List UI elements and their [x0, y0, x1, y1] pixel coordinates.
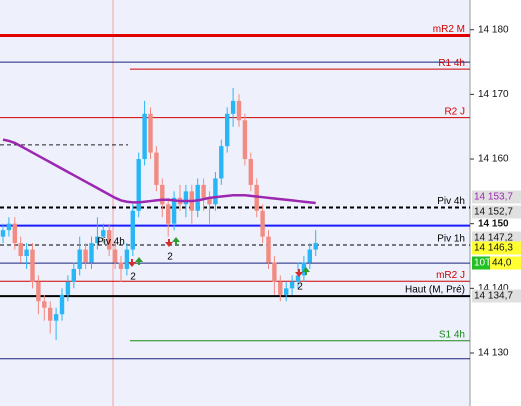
- level-label: mR2 M: [433, 24, 465, 35]
- candle-body: [77, 249, 82, 269]
- signal-label: 2: [130, 272, 136, 283]
- level-label: Haut (M, Pré): [405, 285, 465, 296]
- candle-body: [30, 249, 35, 282]
- candle-body: [124, 249, 130, 269]
- candle-body: [53, 314, 59, 321]
- candle-body: [242, 120, 248, 160]
- y-tick-label: 14 140: [478, 283, 509, 294]
- candle-body: [71, 268, 76, 282]
- candle-body: [207, 197, 212, 205]
- candle-body: [171, 197, 177, 224]
- candle-body: [107, 230, 112, 250]
- candle-body: [160, 184, 165, 205]
- y-tick-label: 14 130: [478, 348, 509, 359]
- candle-body: [83, 249, 88, 263]
- price-box-label: 14 147,2: [474, 233, 513, 244]
- candle-body: [154, 152, 159, 185]
- candle-body: [236, 100, 242, 121]
- candle-body: [136, 159, 141, 211]
- annotation: Piv 4h: [97, 237, 125, 248]
- candle-body: [225, 113, 230, 147]
- price-box-label: 14 152,7: [474, 207, 513, 218]
- candle-body: [266, 236, 271, 263]
- candle-body: [95, 236, 100, 244]
- price-box: [472, 205, 521, 219]
- candle-body: [142, 113, 147, 160]
- signal-arrow-down: [295, 269, 303, 277]
- price-box: [472, 256, 490, 270]
- candle-body: [18, 243, 23, 257]
- signal-arrow-up: [172, 237, 180, 245]
- candle-body: [65, 281, 71, 295]
- signal-arrow-down: [165, 239, 173, 247]
- candle-body: [272, 262, 277, 282]
- candle-body: [260, 210, 265, 237]
- candle-body: [183, 191, 189, 205]
- signal-arrow-up: [302, 267, 310, 275]
- candle-body: [201, 184, 206, 198]
- candle-body: [166, 204, 171, 224]
- candle-body: [112, 249, 118, 263]
- candle-body: [289, 281, 295, 289]
- candle-body: [130, 210, 135, 250]
- price-box-label: 10T: [474, 258, 491, 269]
- candle-body: [195, 184, 200, 211]
- price-box: [472, 231, 521, 245]
- candle-body: [36, 281, 41, 302]
- signal-label: 2: [167, 252, 173, 263]
- price-box-label: 14 146,3: [474, 243, 513, 254]
- candle-body: [6, 223, 12, 231]
- candle-body: [313, 243, 318, 250]
- candle-body: [254, 184, 259, 211]
- candle-body: [284, 288, 289, 295]
- price-box: [490, 256, 521, 270]
- price-box: [472, 241, 521, 255]
- price-box-label: 14 153,7: [474, 192, 513, 203]
- price-box-label: 14 134,7: [474, 291, 513, 302]
- plot-area: [0, 0, 470, 406]
- level-label: S1 4h: [439, 329, 465, 340]
- y-tick-label: 14 150: [478, 218, 509, 229]
- candle-body: [12, 223, 17, 244]
- candle-body: [307, 249, 312, 263]
- candle-body: [219, 146, 224, 179]
- candle-body: [24, 249, 29, 257]
- candle-body: [148, 113, 153, 153]
- candle-body: [295, 275, 301, 282]
- price-box-label: 44,0: [492, 258, 512, 269]
- moving-average: [2, 138, 316, 205]
- candle-body: [59, 294, 65, 315]
- level-label: Piv 1h: [437, 234, 465, 245]
- y-tick-label: 14 170: [478, 89, 509, 100]
- candle-body: [0, 230, 6, 237]
- level-label: mR2 J: [436, 270, 465, 281]
- price-box: [472, 289, 521, 303]
- candle-body: [48, 307, 53, 321]
- level-label: R2 J: [444, 106, 465, 117]
- candle-body: [42, 301, 47, 308]
- y-tick-label: 14 180: [478, 24, 509, 35]
- candle-body: [230, 100, 236, 114]
- price-box: [472, 190, 521, 204]
- signal-arrow-down: [128, 259, 136, 267]
- signal-arrow-up: [135, 257, 143, 265]
- level-label: R1 4h: [438, 58, 465, 69]
- candle-body: [118, 262, 124, 269]
- candle-body: [301, 262, 307, 276]
- y-tick-label: 14 160: [478, 154, 509, 165]
- level-label: Piv 4h: [437, 196, 465, 207]
- signal-label: 2: [297, 282, 303, 293]
- candle-body: [101, 230, 106, 237]
- candle-body: [89, 243, 94, 263]
- candle-body: [248, 159, 253, 185]
- candle-body: [213, 178, 218, 205]
- candle-body: [278, 281, 283, 295]
